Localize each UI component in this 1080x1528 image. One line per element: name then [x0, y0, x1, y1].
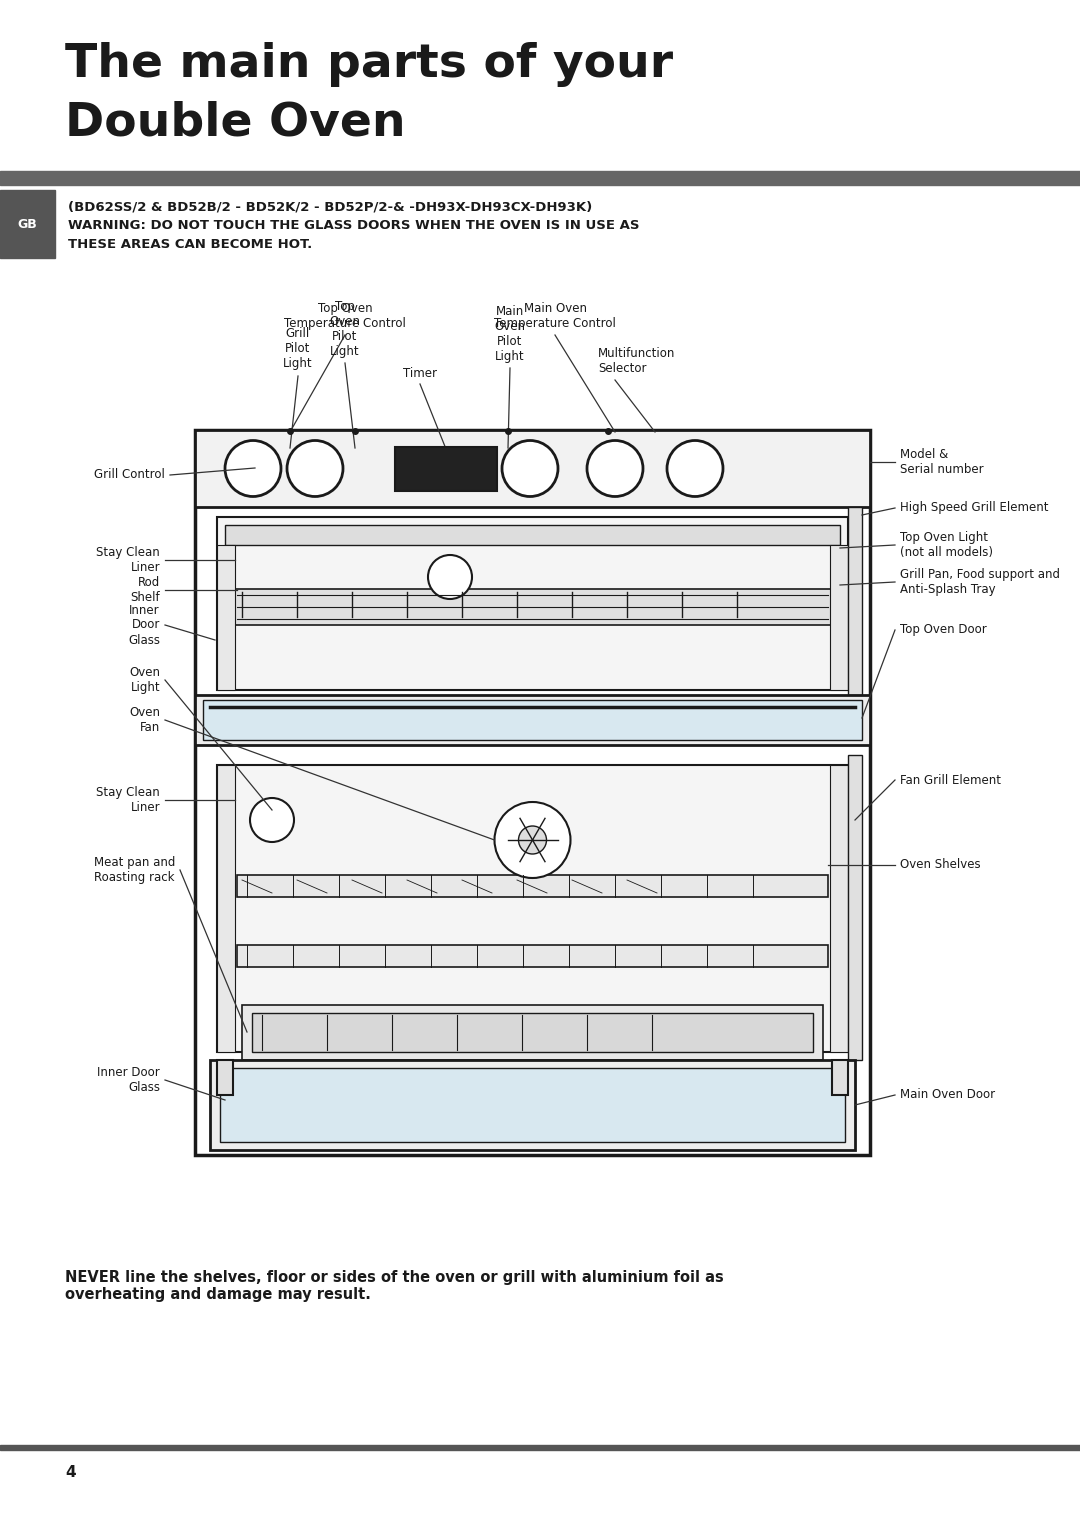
Text: Top
Oven
Pilot
Light: Top Oven Pilot Light [329, 299, 361, 358]
Circle shape [249, 798, 294, 842]
Bar [220, 1068, 845, 1141]
Text: Oven
Light: Oven Light [129, 666, 160, 694]
Text: Fan Grill Element: Fan Grill Element [900, 773, 1001, 787]
Bar [210, 1060, 855, 1151]
Bar [195, 429, 870, 1155]
Bar [203, 700, 862, 740]
Text: Meat pan and
Roasting rack: Meat pan and Roasting rack [94, 856, 175, 885]
Text: Rod
Shelf: Rod Shelf [131, 576, 160, 604]
Bar [217, 1060, 233, 1096]
Bar [831, 766, 848, 1051]
Text: Inner
Door
Glass: Inner Door Glass [129, 604, 160, 646]
Bar [217, 766, 235, 1051]
Text: NEVER line the shelves, floor or sides of the oven or grill with aluminium foil : NEVER line the shelves, floor or sides o… [65, 1270, 724, 1302]
Bar [217, 516, 848, 691]
Text: Grill
Pilot
Light: Grill Pilot Light [283, 327, 313, 370]
Bar [217, 545, 235, 691]
Bar [237, 944, 828, 967]
Bar [395, 446, 497, 490]
Text: GB: GB [17, 217, 37, 231]
Bar [225, 526, 840, 545]
Text: High Speed Grill Element: High Speed Grill Element [900, 501, 1049, 515]
Circle shape [428, 555, 472, 599]
Bar [195, 429, 870, 507]
Text: Timer: Timer [403, 367, 437, 380]
Bar [848, 507, 862, 695]
Text: The main parts of your: The main parts of your [65, 41, 673, 87]
Text: WARNING: DO NOT TOUCH THE GLASS DOORS WHEN THE OVEN IS IN USE AS: WARNING: DO NOT TOUCH THE GLASS DOORS WH… [68, 219, 639, 232]
Text: Multifunction
Selector: Multifunction Selector [598, 347, 675, 374]
Bar [252, 1013, 813, 1051]
Circle shape [502, 440, 558, 497]
Circle shape [588, 440, 643, 497]
Text: THESE AREAS CAN BECOME HOT.: THESE AREAS CAN BECOME HOT. [68, 238, 312, 251]
Bar [242, 1005, 823, 1060]
Text: Double Oven: Double Oven [65, 99, 406, 145]
Bar [0, 1445, 1080, 1450]
Circle shape [225, 440, 281, 497]
Text: Main Oven Door: Main Oven Door [900, 1088, 995, 1102]
Circle shape [287, 440, 343, 497]
Bar [195, 695, 870, 746]
Bar [232, 588, 833, 625]
Text: 4: 4 [65, 1465, 76, 1481]
Text: Top Oven
Temperature Control: Top Oven Temperature Control [284, 303, 406, 330]
Bar [848, 755, 862, 1060]
Text: Model &
Serial number: Model & Serial number [900, 448, 984, 477]
Bar [0, 171, 1080, 185]
Text: Stay Clean
Liner: Stay Clean Liner [96, 545, 160, 575]
Circle shape [667, 440, 723, 497]
Bar [0, 189, 55, 258]
Circle shape [518, 827, 546, 854]
Bar [832, 1060, 848, 1096]
Text: Grill Control: Grill Control [94, 469, 165, 481]
Bar [237, 876, 828, 897]
Bar [217, 766, 848, 1051]
Text: Main Oven
Temperature Control: Main Oven Temperature Control [494, 303, 616, 330]
Text: Main
Oven
Pilot
Light: Main Oven Pilot Light [495, 306, 526, 364]
Bar [831, 545, 848, 691]
Text: Oven
Fan: Oven Fan [129, 706, 160, 733]
Text: Top Oven Light
(not all models): Top Oven Light (not all models) [900, 532, 993, 559]
Circle shape [495, 802, 570, 879]
Text: Top Oven Door: Top Oven Door [900, 623, 987, 637]
Text: (BD62SS/2 & BD52B/2 - BD52K/2 - BD52P/2-& -DH93X-DH93CX-DH93K): (BD62SS/2 & BD52B/2 - BD52K/2 - BD52P/2-… [68, 200, 592, 212]
Text: Stay Clean
Liner: Stay Clean Liner [96, 785, 160, 814]
Text: Oven Shelves: Oven Shelves [900, 859, 981, 871]
Text: Inner Door
Glass: Inner Door Glass [97, 1067, 160, 1094]
Text: Grill Pan, Food support and
Anti-Splash Tray: Grill Pan, Food support and Anti-Splash … [900, 568, 1059, 596]
